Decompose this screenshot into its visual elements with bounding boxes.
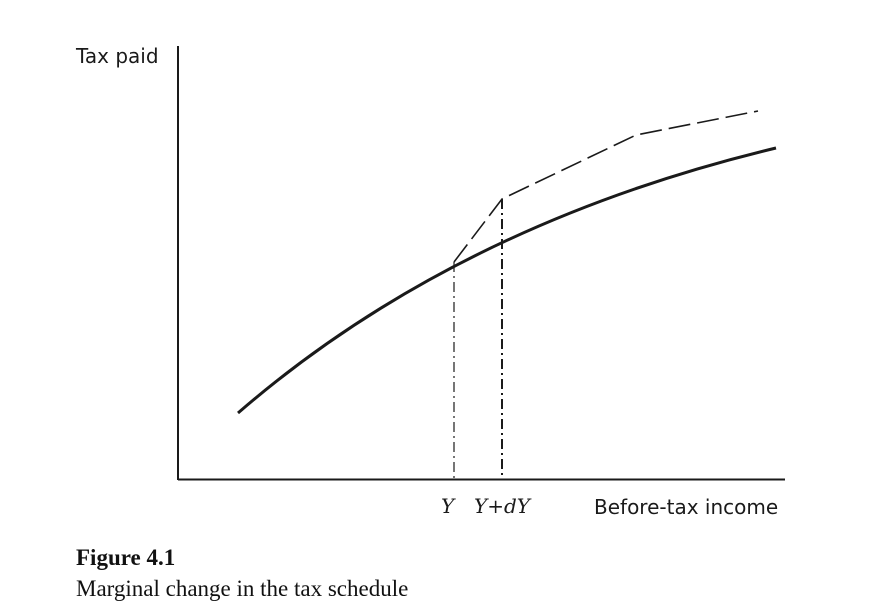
x-axis-label: Before-tax income — [594, 495, 778, 519]
tax-schedule-curve — [237, 146, 777, 415]
tick-label-y-plus-dy: Y+dY — [474, 494, 532, 518]
tick-label-y: Y — [441, 494, 456, 518]
figure-caption-title: Figure 4.1 — [76, 545, 176, 570]
figure-caption-text: Marginal change in the tax schedule — [76, 576, 409, 601]
modified-tax-schedule — [453, 110, 759, 263]
y-axis-label: Tax paid — [75, 44, 159, 68]
